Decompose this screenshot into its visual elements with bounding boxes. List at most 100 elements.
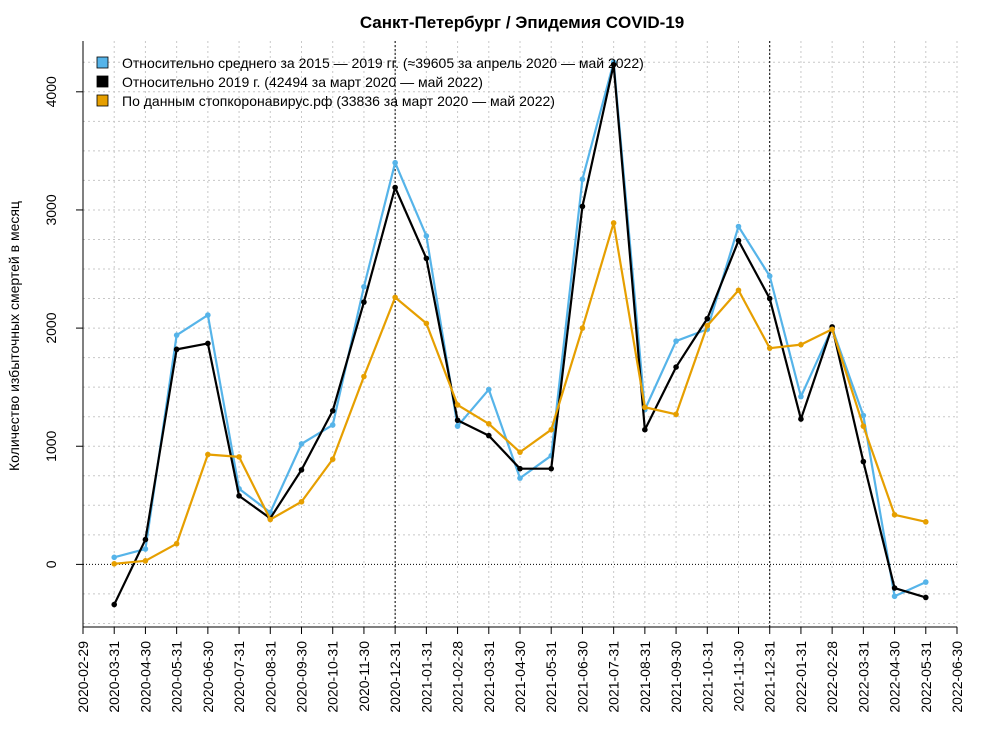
data-point xyxy=(454,402,461,408)
x-tick-label: 2020-03-31 xyxy=(106,641,122,713)
x-tick-label: 2021-07-31 xyxy=(606,641,622,713)
x-tick-label: 2021-02-28 xyxy=(450,641,466,713)
x-tick-label: 2020-09-30 xyxy=(294,641,310,713)
data-point xyxy=(766,273,773,279)
grid xyxy=(83,41,958,627)
data-point xyxy=(205,312,211,318)
legend-swatch xyxy=(96,75,109,88)
data-point xyxy=(517,449,523,455)
data-point xyxy=(423,233,430,239)
series-0 xyxy=(111,59,929,600)
x-tick-label: 2020-11-30 xyxy=(356,641,372,712)
data-point xyxy=(423,320,430,327)
y-tick-label: 2000 xyxy=(43,312,59,343)
x-tick-label: 2020-04-30 xyxy=(137,641,153,713)
data-point xyxy=(860,412,867,419)
data-point xyxy=(766,295,773,302)
x-tick-label: 2022-02-28 xyxy=(824,641,840,713)
x-tick-label: 2022-04-30 xyxy=(887,641,903,713)
data-point xyxy=(392,159,398,166)
data-point xyxy=(673,411,679,418)
x-tick-label: 2022-06-30 xyxy=(949,641,965,713)
x-tick-label: 2020-08-31 xyxy=(262,641,278,713)
x-tick-label: 2021-04-30 xyxy=(512,641,528,713)
x-tick-label: 2020-07-31 xyxy=(231,641,247,713)
data-point xyxy=(860,423,867,429)
data-point xyxy=(267,516,274,523)
x-tick-label: 2020-06-30 xyxy=(200,641,216,713)
data-point xyxy=(361,283,367,290)
data-point xyxy=(173,346,180,353)
data-point xyxy=(485,432,492,439)
data-point xyxy=(891,511,898,518)
series-1 xyxy=(111,61,929,608)
y-tick-label: 0 xyxy=(43,560,59,568)
data-point xyxy=(392,184,398,191)
data-point xyxy=(642,426,648,433)
data-point xyxy=(922,579,929,585)
chart-title: Санкт-Петербург / Эпидемия COVID-19 xyxy=(360,13,684,32)
x-tick-label: 2022-05-31 xyxy=(918,641,934,713)
data-point xyxy=(205,451,211,458)
data-point xyxy=(267,509,274,516)
data-point xyxy=(173,332,180,338)
data-point xyxy=(329,422,336,428)
data-point xyxy=(579,325,586,331)
x-tick-label: 2021-01-31 xyxy=(418,641,434,713)
x-tick-label: 2021-09-30 xyxy=(668,641,684,713)
x-tick-label: 2022-03-31 xyxy=(855,641,871,713)
x-tick-label: 2021-05-31 xyxy=(543,641,559,713)
data-point xyxy=(829,326,835,333)
data-point xyxy=(922,594,929,601)
data-point xyxy=(361,373,367,380)
data-point xyxy=(735,237,742,244)
data-point xyxy=(298,441,305,447)
data-point xyxy=(673,364,679,370)
y-tick-label: 1000 xyxy=(43,430,59,461)
data-point xyxy=(236,454,242,460)
data-point xyxy=(673,338,679,344)
x-tick-label: 2021-12-31 xyxy=(762,641,778,713)
data-point xyxy=(173,540,180,547)
x-tick-label: 2020-05-31 xyxy=(169,641,185,713)
data-point xyxy=(298,467,305,473)
legend-swatch xyxy=(96,56,109,69)
x-tick-label: 2020-12-31 xyxy=(387,641,403,713)
y-tick-label: 4000 xyxy=(43,76,59,107)
series-layer xyxy=(111,59,929,608)
y-tick-label: 3000 xyxy=(43,194,59,225)
data-point xyxy=(517,465,523,472)
x-tick-label: 2020-10-31 xyxy=(325,641,341,713)
data-point xyxy=(735,287,742,294)
data-point xyxy=(361,299,367,305)
legend-entry: По данным стопкоронавирус.рф (33836 за м… xyxy=(122,93,555,109)
x-tick-label: 2021-11-30 xyxy=(731,641,747,712)
data-point xyxy=(548,465,555,472)
data-point xyxy=(735,223,742,230)
data-point xyxy=(205,340,211,347)
data-point xyxy=(454,423,461,429)
data-point xyxy=(798,416,804,422)
x-tick-label: 2022-01-31 xyxy=(793,641,809,713)
legend-entry: Относительно среднего за 2015 — 2019 гг.… xyxy=(122,55,644,71)
data-point xyxy=(766,345,773,351)
data-point xyxy=(579,176,586,183)
data-point xyxy=(111,554,118,561)
axes: 2020-02-29 2020-03-31 2020-04-30 2020-05-31… xyxy=(43,41,965,713)
y-axis-label: Количество избыточных смертей в месяц xyxy=(6,201,22,471)
series-line xyxy=(113,63,927,606)
legend-entry: Относительно 2019 г. (42494 за март 2020… xyxy=(122,74,483,90)
data-point xyxy=(610,61,617,68)
data-point xyxy=(922,519,929,525)
legend-swatch xyxy=(96,94,109,107)
x-tick-label: 2020-02-29 xyxy=(75,641,91,713)
data-point xyxy=(236,493,242,499)
data-point xyxy=(423,255,430,262)
legend: Относительно среднего за 2015 — 2019 гг.… xyxy=(96,55,644,109)
x-tick-label: 2021-06-30 xyxy=(574,641,590,713)
data-point xyxy=(548,426,555,433)
data-point xyxy=(579,203,586,210)
data-point xyxy=(142,546,149,552)
data-point xyxy=(142,558,149,564)
